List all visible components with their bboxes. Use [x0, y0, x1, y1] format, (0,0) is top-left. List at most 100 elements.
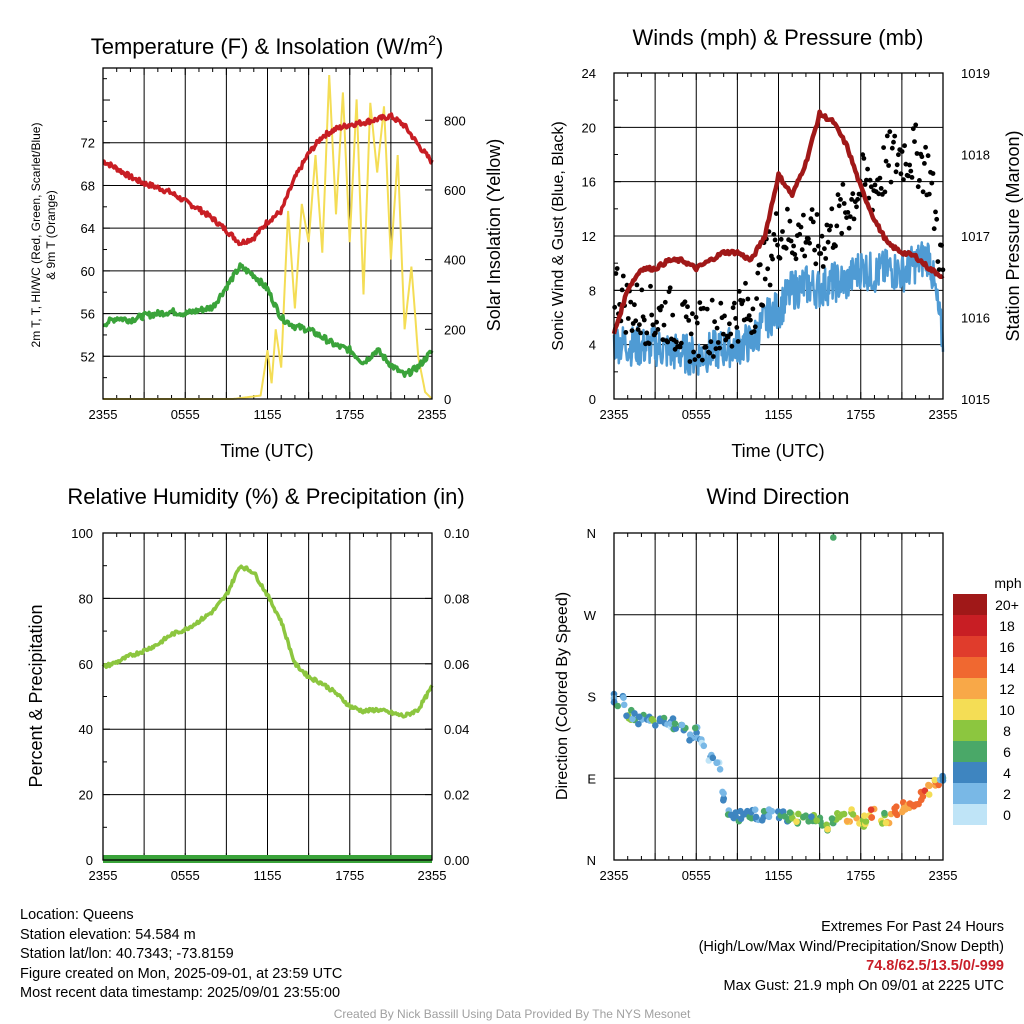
gust-point	[767, 282, 773, 288]
y-axis-label: Sonic Wind & Gust (Blue, Black)	[550, 121, 567, 350]
chart-title-text: Temperature (F) & Insolation (W/m	[91, 34, 428, 59]
y-tick-label: 100	[71, 526, 93, 541]
sonic-wind-line	[612, 241, 945, 376]
y-axis-label: Direction (Colored By Speed)	[554, 592, 571, 800]
gust-point	[820, 264, 826, 269]
gust-point	[888, 179, 894, 185]
gust-point	[691, 349, 696, 355]
legend-swatch	[953, 762, 987, 783]
gust-point	[708, 339, 714, 345]
direction-point	[902, 806, 909, 813]
gust-point	[646, 341, 652, 346]
direction-point	[931, 776, 939, 784]
gust-point	[920, 189, 926, 195]
y-tick-label: 20	[582, 120, 596, 135]
x-tick-label: 2355	[929, 407, 958, 422]
gust-point	[877, 175, 883, 181]
gust-point	[770, 256, 775, 262]
gust-point	[685, 304, 690, 310]
gust-point	[801, 212, 806, 218]
direction-point	[709, 754, 717, 762]
gust-point	[898, 171, 904, 177]
legend-label: 4	[1003, 765, 1011, 781]
gust-point	[762, 276, 768, 282]
gust-point	[613, 271, 619, 276]
y-tick-label: W	[584, 608, 597, 623]
gust-point	[743, 280, 748, 286]
gust-point	[674, 339, 679, 345]
gust-point	[791, 243, 796, 249]
direction-point	[840, 810, 848, 818]
gust-point	[929, 180, 935, 186]
gust-point	[919, 154, 925, 160]
direction-point	[716, 766, 724, 773]
chart-title-close: )	[436, 34, 443, 59]
gust-point	[913, 122, 919, 128]
direction-point	[765, 813, 773, 821]
gust-point	[696, 353, 701, 359]
legend-swatch	[953, 741, 987, 762]
station-info: Location: Queens Station elevation: 54.5…	[20, 906, 342, 1004]
direction-point	[862, 818, 870, 825]
gust-point	[641, 317, 647, 323]
gust-point	[730, 305, 736, 311]
x-tick-label: 2355	[89, 868, 118, 883]
gust-point	[867, 177, 873, 183]
gust-point	[650, 322, 656, 328]
gust-point	[910, 126, 916, 132]
gust-point	[936, 267, 942, 272]
credit-text: Created By Nick Bassill Using Data Provi…	[333, 1007, 691, 1021]
direction-point	[758, 817, 766, 824]
plot-border	[102, 67, 433, 400]
gust-point	[810, 219, 816, 225]
gust-point	[732, 300, 737, 306]
gust-point	[903, 161, 909, 167]
gust-point	[720, 331, 726, 337]
direction-point	[912, 801, 920, 808]
legend-label: 20+	[995, 597, 1019, 613]
gust-point	[683, 314, 689, 320]
legend-label: 18	[999, 618, 1015, 634]
gust-point	[682, 299, 688, 305]
chart-title-sup: 2	[428, 32, 436, 48]
gust-point	[905, 173, 911, 179]
gust-point	[896, 152, 901, 158]
x-tick-label: 2355	[600, 868, 629, 883]
gust-point	[812, 247, 817, 253]
y-tick-label: 60	[81, 264, 95, 279]
x-tick-label: 1155	[254, 868, 282, 883]
gust-point	[690, 311, 695, 317]
plot-border	[102, 532, 433, 861]
gust-point	[819, 233, 825, 239]
x-tick-label: 2355	[418, 407, 447, 422]
gust-point	[836, 203, 842, 209]
direction-point	[793, 818, 800, 825]
gust-point	[893, 169, 899, 175]
elevation-text: Station elevation: 54.584 m	[20, 926, 196, 943]
gust-point	[884, 133, 890, 139]
gust-point	[733, 316, 738, 321]
direction-point	[678, 721, 686, 729]
gust-point	[915, 184, 921, 190]
gust-point	[660, 337, 666, 343]
gust-point	[865, 166, 870, 172]
created-text: Figure created on Mon, 2025-09-01, at 23…	[20, 965, 343, 982]
gust-point	[712, 319, 717, 325]
gust-point	[861, 156, 867, 161]
gust-point	[809, 207, 815, 213]
direction-point	[631, 710, 638, 717]
gust-point	[699, 357, 705, 363]
plot-border	[613, 72, 944, 400]
direction-point	[921, 787, 929, 794]
direction-point	[882, 819, 890, 827]
gust-point	[829, 206, 835, 212]
gust-point	[934, 216, 940, 222]
y-tick-label: 20	[79, 788, 93, 803]
direction-point	[795, 810, 802, 818]
y2-tick-label: 0.06	[444, 657, 469, 672]
gust-point	[840, 182, 846, 187]
direction-point	[614, 702, 621, 710]
gust-point	[864, 177, 869, 183]
gust-point	[797, 231, 803, 237]
gust-point	[827, 227, 832, 233]
